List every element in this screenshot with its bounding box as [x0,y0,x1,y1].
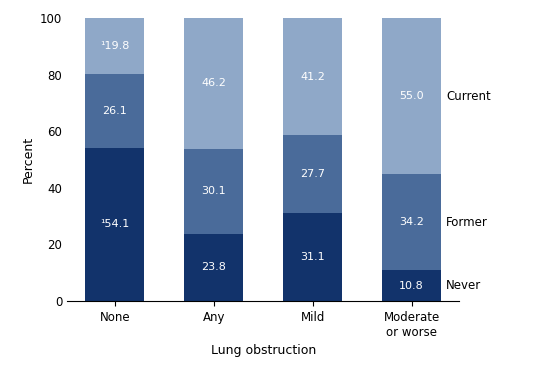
Text: 30.1: 30.1 [202,186,226,196]
Bar [85,18,144,74]
X-axis label: Lung obstruction: Lung obstruction [211,344,316,357]
Text: ¹54.1: ¹54.1 [100,219,129,229]
Bar [382,18,441,174]
Text: 46.2: 46.2 [201,78,226,88]
Text: 27.7: 27.7 [300,169,325,179]
Bar [184,18,244,149]
Y-axis label: Percent: Percent [21,136,35,183]
Text: 26.1: 26.1 [102,106,127,116]
Bar [85,148,144,301]
Bar [283,135,342,213]
Text: Never: Never [446,279,482,292]
Text: 23.8: 23.8 [201,262,226,272]
Text: Current: Current [446,90,491,102]
Text: Former: Former [446,215,488,229]
Text: 10.8: 10.8 [399,281,424,291]
Text: 34.2: 34.2 [399,217,424,227]
Bar [283,18,342,135]
Bar [184,234,244,301]
Bar [382,174,441,270]
Bar [283,213,342,301]
Text: 31.1: 31.1 [300,252,325,262]
Bar [382,270,441,301]
Text: 55.0: 55.0 [399,91,424,101]
Bar [184,149,244,234]
Bar [85,74,144,148]
Text: 41.2: 41.2 [300,72,325,81]
Text: ¹19.8: ¹19.8 [100,41,129,51]
